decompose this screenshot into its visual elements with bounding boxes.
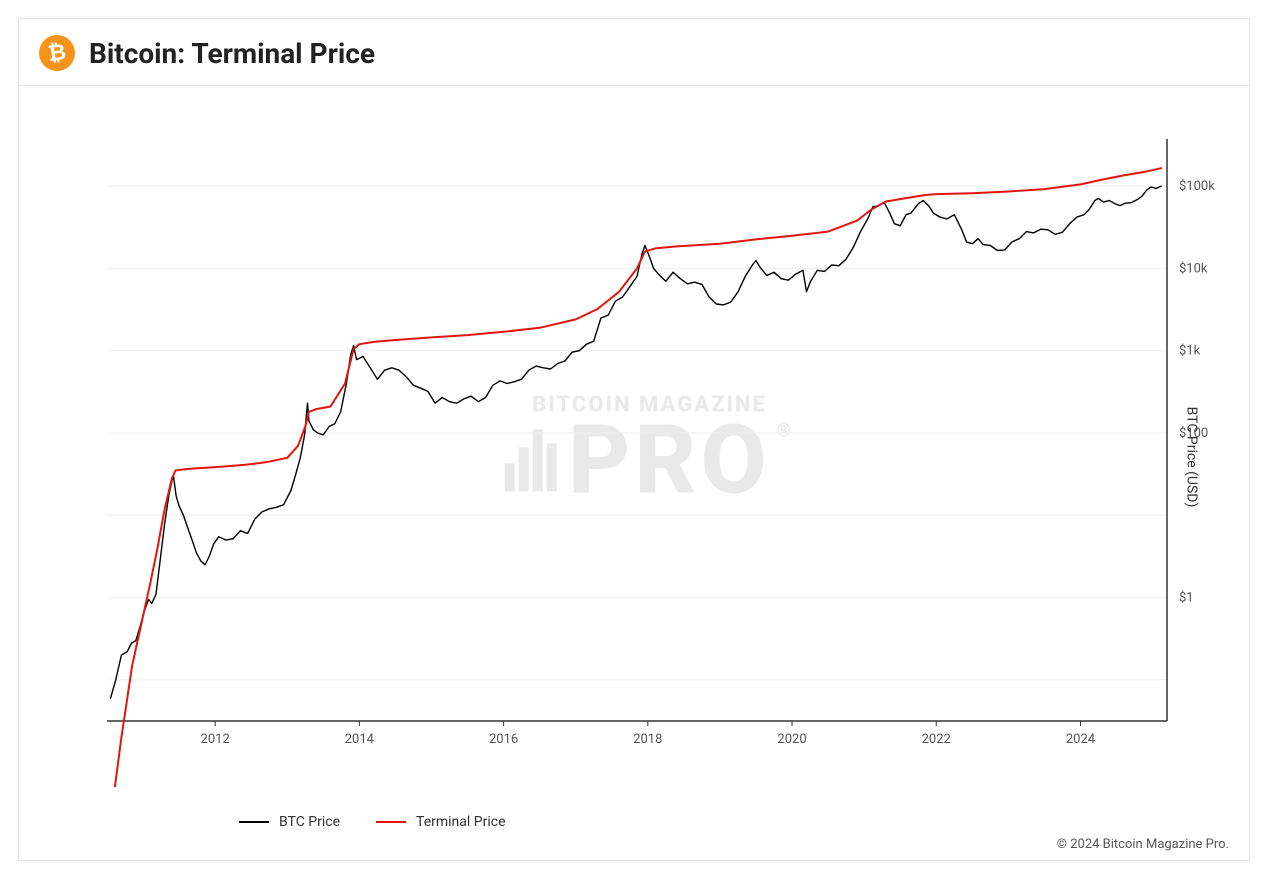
x-tick-label: 2018 (633, 732, 662, 747)
y-tick-label: $1 (1179, 591, 1194, 606)
copyright-text: © 2024 Bitcoin Magazine Pro. (1057, 837, 1229, 852)
x-tick-label: 2012 (201, 732, 230, 747)
legend-swatch (239, 821, 269, 823)
x-tick-label: 2024 (1066, 732, 1096, 747)
bitcoin-icon: ₿ (37, 33, 78, 74)
legend-label: BTC Price (279, 814, 340, 830)
y-axis-title: BTC Price (USD) (1184, 407, 1200, 508)
legend: BTC Price Terminal Price (239, 814, 506, 830)
x-tick-label: 2016 (489, 732, 518, 747)
chart-title: Bitcoin: Terminal Price (89, 37, 375, 70)
y-tick-label: $1k (1179, 344, 1201, 359)
series-terminal-price (111, 168, 1162, 787)
chart-area: BITCOIN MAGAZINE PRO ® $1$100$1k$10k$100… (107, 127, 1192, 787)
legend-label: Terminal Price (416, 814, 505, 830)
card-header: ₿ Bitcoin: Terminal Price (19, 19, 1249, 86)
x-tick-label: 2020 (777, 732, 806, 747)
legend-item: Terminal Price (376, 814, 505, 830)
x-tick-label: 2014 (345, 732, 375, 747)
y-tick-label: $100k (1179, 179, 1215, 194)
chart-card: ₿ Bitcoin: Terminal Price BITCOIN MAGAZI… (18, 18, 1250, 861)
chart-svg: $1$100$1k$10k$100k2012201420162018202020… (107, 127, 1267, 787)
legend-swatch (376, 821, 406, 823)
y-tick-label: $10k (1179, 261, 1208, 276)
x-tick-label: 2022 (922, 732, 951, 747)
legend-item: BTC Price (239, 814, 340, 830)
series-btc-price (111, 186, 1162, 698)
